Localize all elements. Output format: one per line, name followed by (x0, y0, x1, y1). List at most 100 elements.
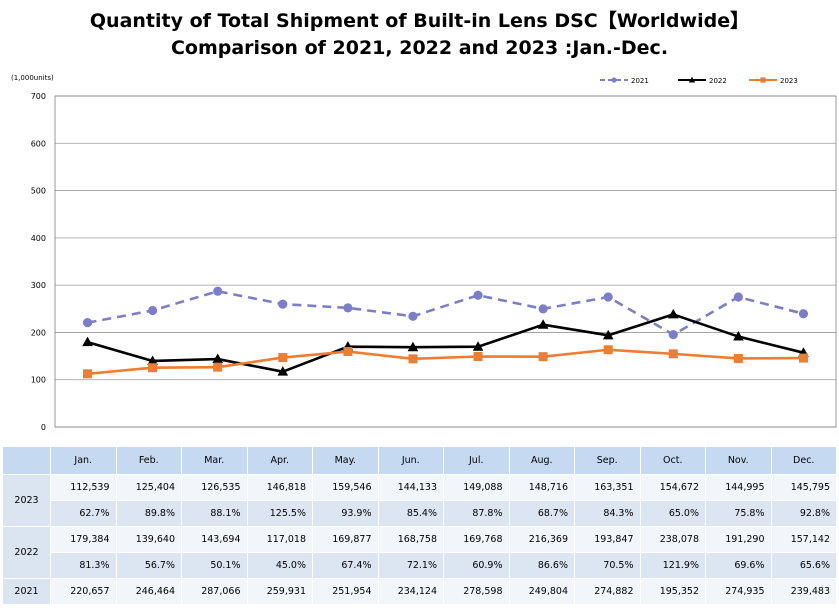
data-point (213, 286, 223, 296)
table-value-cell: 246,464 (115, 578, 182, 605)
data-point (408, 311, 418, 321)
table-value-cell: 112,539 (50, 474, 117, 501)
legend-marker (688, 76, 696, 83)
table-ratio-cell: 81.3% (50, 552, 117, 579)
table-ratio-cell: 92.8% (770, 500, 837, 527)
table-value-cell: 146,818 (246, 474, 313, 501)
data-point (538, 304, 548, 314)
table-ratio-cell: 88.1% (181, 500, 248, 527)
data-point (668, 330, 678, 340)
table-header-row: Jan. Feb. Mar. Apr. May. Jun. Jul. Aug. Sep. Oct.… (2, 446, 837, 475)
table-month-header: May. (312, 446, 379, 475)
data-point (602, 329, 614, 340)
table-value-cell: 125,404 (115, 474, 182, 501)
table-ratio-cell: 65.6% (770, 552, 837, 579)
table-value-cell: 234,124 (377, 578, 444, 605)
data-point (148, 305, 158, 316)
table-row: 62.7% 89.8% 88.1% 125.5% 93.9% 85.4% 87.8% 68.7… (3, 500, 837, 527)
table-value-cell: 179,384 (50, 526, 117, 553)
table-ratio-cell: 121.9% (639, 552, 706, 579)
table-ratio-cell: 93.9% (312, 500, 379, 527)
table-value-cell: 163,351 (574, 474, 641, 501)
line-chart: 0 100 200 300 400 500 600 700 (1,000units) 2021 20… (11, 74, 837, 432)
table-value-cell: 169,877 (312, 526, 379, 553)
data-point (343, 303, 353, 313)
y-tick-label: 0 (41, 423, 46, 432)
data-point (798, 353, 808, 363)
table-month-header: Aug. (508, 446, 575, 475)
data-point (212, 353, 224, 364)
y-tick-label: 100 (31, 376, 46, 385)
plot-area (54, 95, 837, 428)
data-point (668, 349, 678, 359)
y-unit-label: (1,000units) (11, 74, 54, 82)
table-ratio-cell: 87.8% (443, 500, 510, 527)
table-ratio-cell: 56.7% (115, 552, 182, 579)
table-year-cell: 2022 (2, 526, 51, 579)
table-value-cell: 154,672 (639, 474, 706, 501)
table-ratio-cell: 62.7% (50, 500, 117, 527)
data-point (408, 354, 418, 364)
table-value-cell: 259,931 (246, 578, 313, 605)
table-month-header: Feb. (115, 446, 182, 475)
data-point (278, 299, 288, 309)
table-value-cell: 274,935 (705, 578, 772, 605)
table-row: 81.3% 56.7% 50.1% 45.0% 67.4% 72.1% 60.9% 86.6%… (3, 552, 837, 579)
table-ratio-cell: 70.5% (574, 552, 641, 579)
data-table: Jan. Feb. Mar. Apr. May. Jun. Jul. Aug. Sep. Oct.… (2, 446, 837, 605)
table-ratio-cell: 67.4% (312, 552, 379, 579)
table-ratio-cell: 69.6% (705, 552, 772, 579)
data-point (733, 292, 743, 302)
table-value-cell: 143,694 (181, 526, 248, 553)
table-month-header: Jan. (50, 446, 117, 475)
table-month-header: Mar. (181, 446, 248, 475)
legend-label-2023: 2023 (780, 77, 798, 85)
data-point (343, 347, 353, 357)
data-point (733, 331, 744, 341)
table-ratio-cell: 75.8% (705, 500, 772, 527)
y-tick-label: 500 (31, 187, 46, 196)
table-value-cell: 117,018 (246, 526, 313, 553)
table-value-cell: 139,640 (115, 526, 182, 553)
table-value-cell: 168,758 (377, 526, 444, 553)
table-ratio-cell: 65.0% (639, 500, 706, 527)
table-year-cell: 2021 (2, 578, 51, 605)
data-point (278, 353, 288, 363)
data-point (603, 345, 613, 355)
table-value-cell: 144,133 (377, 474, 444, 501)
data-point (148, 363, 158, 373)
table-month-header: Dec. (770, 446, 837, 475)
data-point (472, 341, 484, 351)
table-value-cell: 251,954 (312, 578, 379, 605)
series-line-2021 (87, 289, 804, 336)
series-line-2022 (87, 313, 804, 373)
data-point (537, 319, 549, 329)
data-point (213, 362, 223, 372)
table-month-header: Apr. (246, 446, 313, 475)
table-value-cell: 144,995 (705, 474, 772, 501)
data-point (82, 336, 93, 347)
table-value-cell: 148,716 (508, 474, 575, 501)
table-year-cell: 2023 (2, 474, 51, 527)
table-ratio-cell: 85.4% (377, 500, 444, 527)
data-point (82, 318, 93, 328)
table-value-cell: 278,598 (443, 578, 510, 605)
y-tick-label: 400 (31, 234, 46, 243)
table-ratio-cell: 72.1% (377, 552, 444, 579)
table-value-cell: 145,795 (770, 474, 837, 501)
table-ratio-cell: 68.7% (508, 500, 575, 527)
table-value-cell: 193,847 (574, 526, 641, 553)
legend-marker (760, 77, 766, 83)
table-row: 2021 220,657 246,464 287,066 259,931 251,954 2… (2, 578, 837, 605)
chart-title: Quantity of Total Shipment of Built-in L… (0, 8, 839, 62)
data-point (147, 355, 158, 365)
data-point (473, 352, 483, 362)
table-ratio-cell: 89.8% (115, 500, 182, 527)
table-month-header: Oct. (639, 446, 706, 475)
table-value-cell: 238,078 (639, 526, 706, 553)
legend-label-2021: 2021 (631, 77, 649, 85)
data-point (798, 309, 809, 319)
data-point (603, 292, 613, 302)
series-line-2023 (87, 348, 804, 376)
y-tick-label: 700 (31, 92, 46, 101)
